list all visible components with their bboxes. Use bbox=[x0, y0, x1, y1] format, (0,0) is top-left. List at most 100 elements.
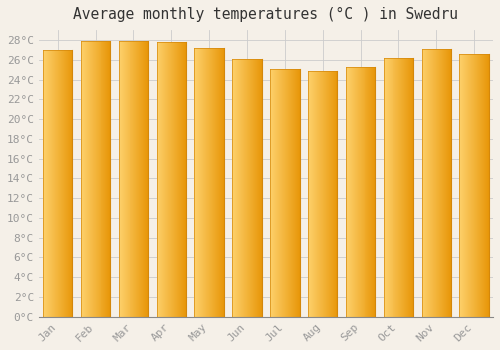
Bar bbox=[442, 49, 443, 317]
Bar bbox=[334, 71, 336, 317]
Bar bbox=[88, 41, 90, 317]
Bar bbox=[44, 50, 45, 317]
Bar bbox=[261, 59, 262, 317]
Bar bbox=[132, 41, 134, 317]
Bar bbox=[288, 69, 289, 317]
Bar bbox=[221, 48, 222, 317]
Bar bbox=[308, 71, 309, 317]
Bar bbox=[388, 58, 390, 317]
Bar bbox=[447, 49, 448, 317]
Bar bbox=[280, 69, 281, 317]
Bar bbox=[400, 58, 402, 317]
Bar bbox=[92, 41, 94, 317]
Bar bbox=[160, 42, 162, 317]
Bar bbox=[349, 66, 350, 317]
Bar bbox=[374, 66, 376, 317]
Bar bbox=[54, 50, 55, 317]
Bar bbox=[282, 69, 283, 317]
Bar bbox=[291, 69, 292, 317]
Bar bbox=[236, 59, 237, 317]
Bar bbox=[328, 71, 330, 317]
Bar bbox=[276, 69, 277, 317]
Bar bbox=[398, 58, 400, 317]
Bar bbox=[83, 41, 84, 317]
Bar bbox=[284, 69, 285, 317]
Bar bbox=[219, 48, 220, 317]
Bar bbox=[176, 42, 177, 317]
Bar bbox=[177, 42, 178, 317]
Bar bbox=[443, 49, 444, 317]
Bar bbox=[218, 48, 219, 317]
Bar bbox=[270, 69, 271, 317]
Bar bbox=[106, 41, 108, 317]
Bar bbox=[204, 48, 205, 317]
Bar bbox=[368, 66, 370, 317]
Bar bbox=[158, 42, 160, 317]
Bar bbox=[102, 41, 104, 317]
Bar bbox=[55, 50, 56, 317]
Bar bbox=[271, 69, 272, 317]
Bar bbox=[283, 69, 284, 317]
Bar bbox=[53, 50, 54, 317]
Bar bbox=[118, 41, 120, 317]
Bar bbox=[253, 59, 254, 317]
Bar bbox=[446, 49, 447, 317]
Bar bbox=[122, 41, 124, 317]
Bar bbox=[86, 41, 88, 317]
Bar bbox=[412, 58, 413, 317]
Bar bbox=[256, 59, 257, 317]
Bar bbox=[464, 54, 466, 317]
Bar bbox=[277, 69, 278, 317]
Bar bbox=[410, 58, 411, 317]
Bar bbox=[90, 41, 92, 317]
Bar bbox=[310, 71, 311, 317]
Bar bbox=[104, 41, 106, 317]
Bar bbox=[346, 66, 347, 317]
Bar bbox=[481, 54, 482, 317]
Bar bbox=[286, 69, 287, 317]
Bar bbox=[209, 48, 210, 317]
Bar bbox=[134, 41, 136, 317]
Bar bbox=[211, 48, 212, 317]
Bar bbox=[175, 42, 176, 317]
Bar bbox=[275, 69, 276, 317]
Bar bbox=[411, 58, 412, 317]
Bar bbox=[126, 41, 128, 317]
Bar bbox=[246, 59, 247, 317]
Bar bbox=[294, 69, 296, 317]
Bar bbox=[319, 71, 320, 317]
Bar bbox=[285, 69, 286, 317]
Bar bbox=[366, 66, 368, 317]
Bar bbox=[172, 42, 174, 317]
Bar bbox=[198, 48, 200, 317]
Bar bbox=[290, 69, 291, 317]
Bar bbox=[178, 42, 179, 317]
Bar bbox=[436, 49, 438, 317]
Bar bbox=[196, 48, 198, 317]
Bar bbox=[462, 54, 464, 317]
Bar bbox=[241, 59, 242, 317]
Bar bbox=[250, 59, 251, 317]
Bar bbox=[96, 41, 98, 317]
Bar bbox=[449, 49, 450, 317]
Bar bbox=[52, 50, 53, 317]
Bar bbox=[142, 41, 144, 317]
Bar bbox=[47, 50, 48, 317]
Bar bbox=[296, 69, 298, 317]
Bar bbox=[247, 59, 248, 317]
Bar bbox=[200, 48, 202, 317]
Bar bbox=[485, 54, 486, 317]
Bar bbox=[220, 48, 221, 317]
Bar bbox=[311, 71, 312, 317]
Bar bbox=[232, 59, 233, 317]
Bar bbox=[479, 54, 480, 317]
Bar bbox=[98, 41, 100, 317]
Bar bbox=[384, 58, 386, 317]
Bar bbox=[51, 50, 52, 317]
Bar bbox=[182, 42, 183, 317]
Bar bbox=[441, 49, 442, 317]
Bar bbox=[108, 41, 110, 317]
Bar bbox=[184, 42, 185, 317]
Bar bbox=[386, 58, 388, 317]
Bar bbox=[309, 71, 310, 317]
